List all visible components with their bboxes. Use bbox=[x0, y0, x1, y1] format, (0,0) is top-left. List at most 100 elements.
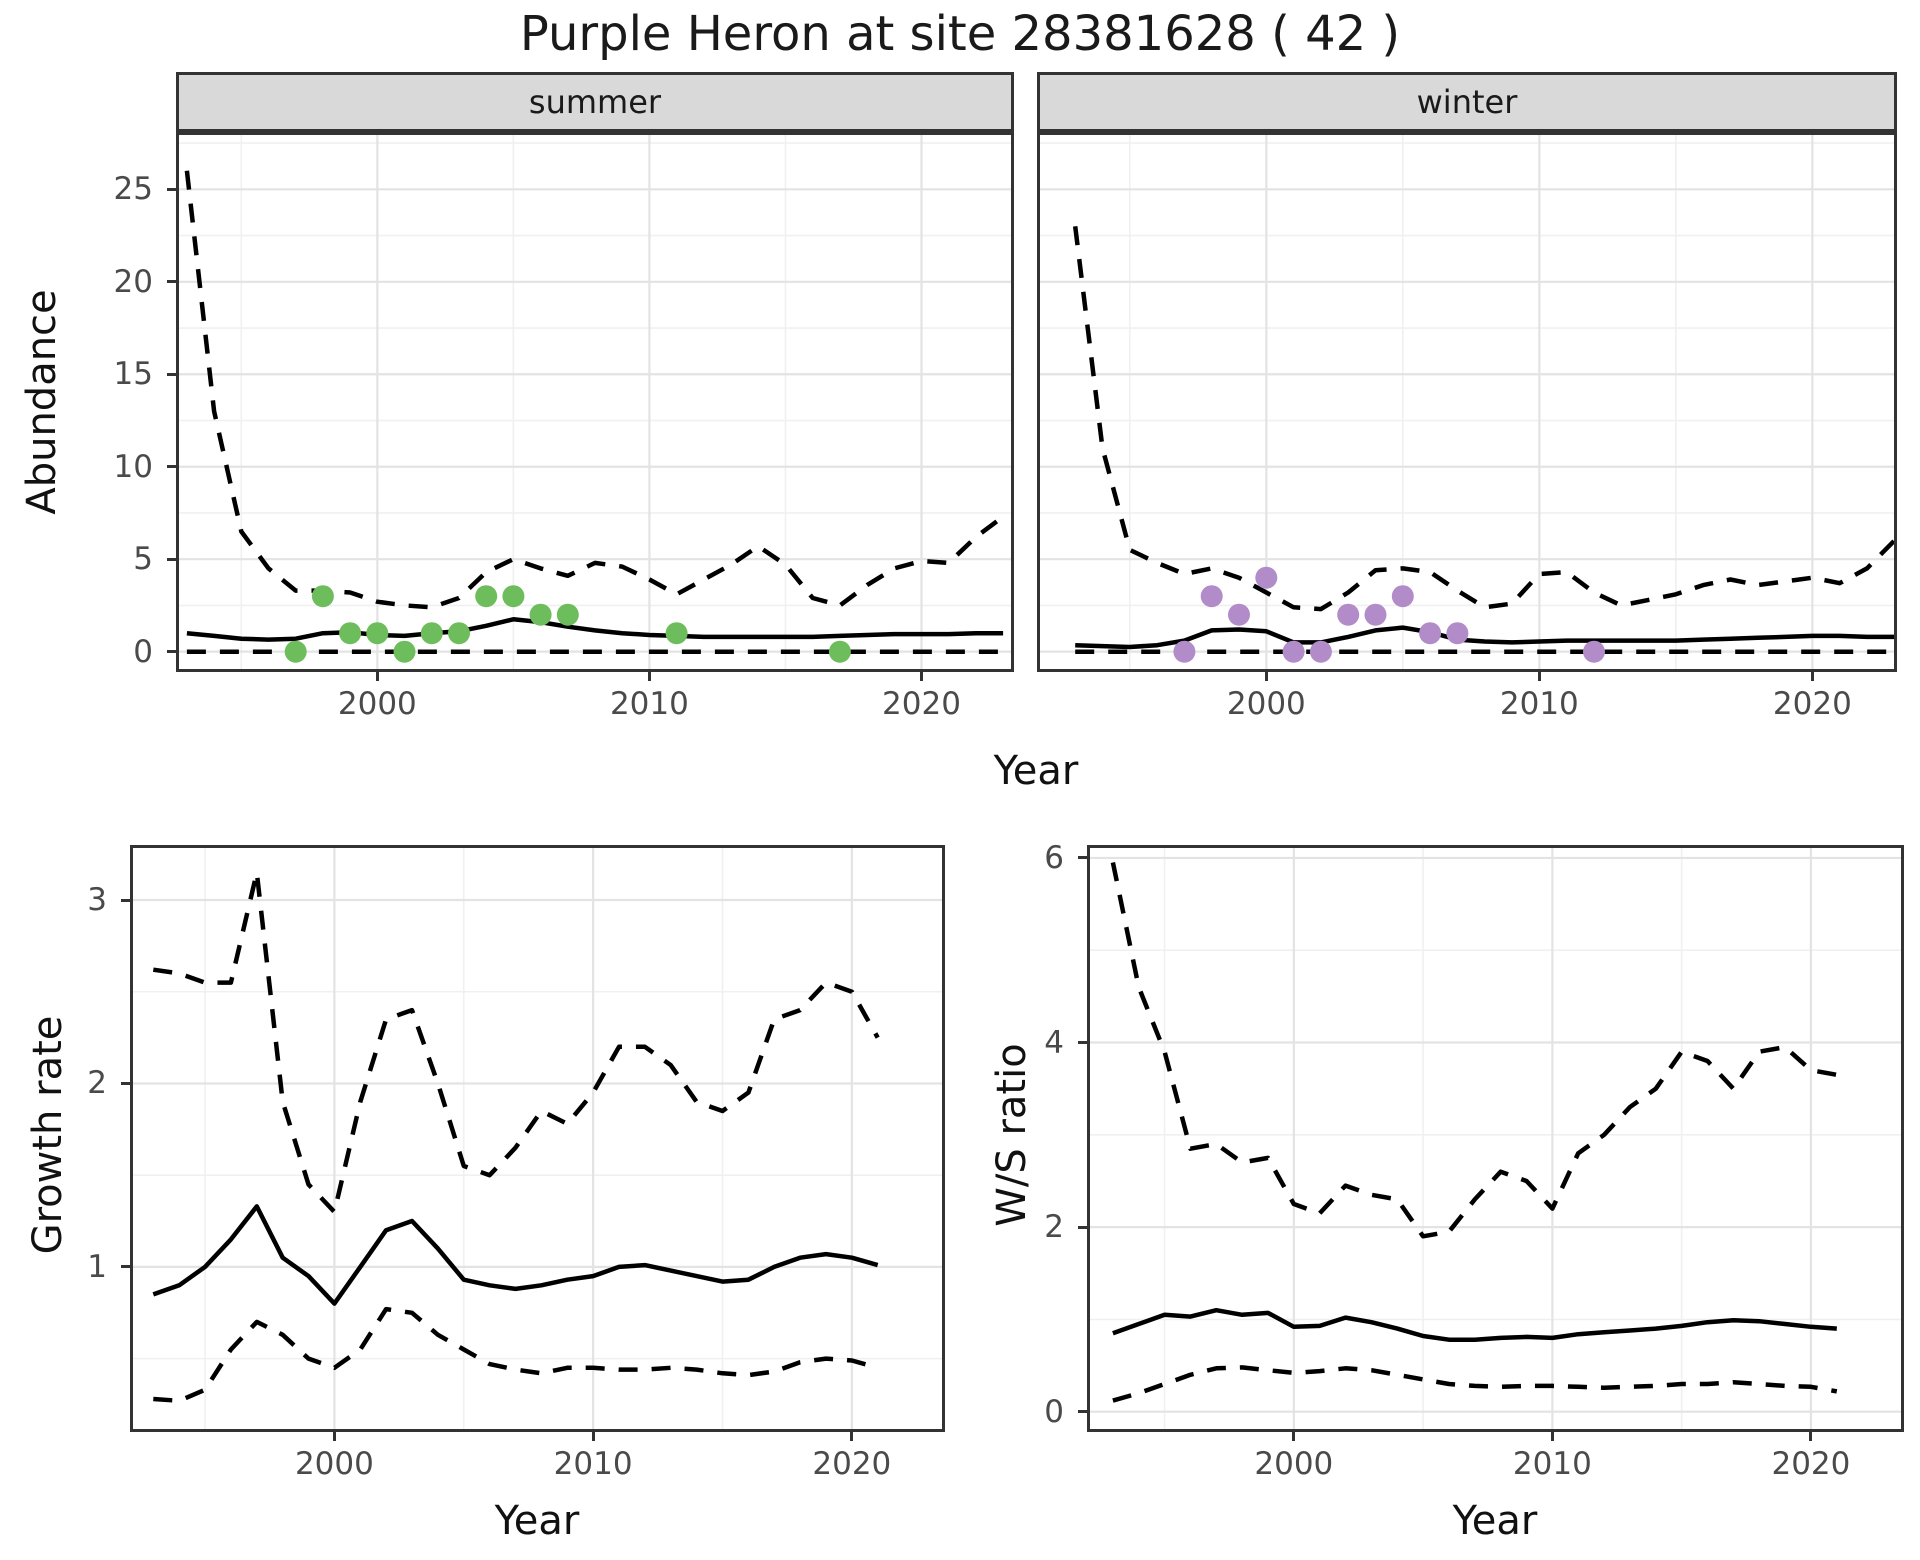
growth_rate-plot-area bbox=[130, 845, 945, 1432]
y-tick-label: 0 bbox=[1044, 1393, 1064, 1430]
growth_rate-median-line bbox=[152, 1204, 879, 1306]
chart-title: Purple Heron at site 28381628 ( 42 ) bbox=[519, 6, 1401, 62]
y-tick-mark bbox=[1078, 1041, 1087, 1044]
observed-counts-summer-point bbox=[529, 603, 552, 626]
y-tick-label: 1 bbox=[87, 1248, 107, 1285]
y-tick-label: 3 bbox=[87, 882, 107, 919]
x-tick-label: 2010 bbox=[1512, 1446, 1592, 1482]
observed-counts-winter-point bbox=[1364, 603, 1387, 626]
facet-strip-summer-label: summer bbox=[528, 83, 662, 121]
panel-abundance-summer bbox=[176, 132, 1014, 672]
panel-border bbox=[1087, 845, 1904, 1432]
observed-counts-summer-point bbox=[556, 603, 579, 626]
x-tick-label: 2000 bbox=[1254, 1446, 1334, 1482]
y-axis-title-growth-rate: Growth rate bbox=[25, 1015, 71, 1255]
x-tick-label: 2010 bbox=[553, 1446, 633, 1482]
y-tick-mark bbox=[167, 650, 176, 654]
observed-counts-summer-point bbox=[828, 640, 851, 663]
y-tick-label: 2 bbox=[87, 1065, 107, 1102]
abundance_summer-median-line bbox=[186, 617, 1004, 642]
observed-counts-winter-point bbox=[1255, 566, 1278, 589]
x-tick-label: 2000 bbox=[1226, 686, 1306, 722]
y-tick-mark bbox=[121, 1081, 130, 1085]
x-tick-label: 2020 bbox=[812, 1446, 892, 1482]
observed-counts-winter-point bbox=[1446, 622, 1469, 645]
ws_ratio-upper_95_ci-line bbox=[1110, 862, 1838, 1239]
x-tick-label: 2020 bbox=[1771, 1446, 1851, 1482]
observed-counts-winter-point bbox=[1419, 622, 1442, 645]
x-tick-mark bbox=[375, 672, 379, 681]
observed-counts-summer-point bbox=[393, 640, 416, 663]
x-tick-label: 2020 bbox=[882, 686, 961, 722]
x-tick-label: 2000 bbox=[337, 686, 417, 722]
observed-counts-summer-point bbox=[448, 622, 470, 645]
ws_ratio-plot-area bbox=[1087, 845, 1904, 1432]
y-tick-label: 0 bbox=[133, 633, 153, 670]
observed-counts-winter-point bbox=[1200, 585, 1223, 608]
panel-ws-ratio bbox=[1087, 845, 1904, 1432]
y-tick-label: 20 bbox=[113, 263, 153, 300]
y-tick-mark bbox=[167, 280, 176, 284]
y-tick-label: 4 bbox=[1044, 1024, 1064, 1061]
panel-abundance-winter bbox=[1037, 132, 1897, 672]
x-tick-mark bbox=[850, 1432, 854, 1441]
ws_ratio-median-line bbox=[1112, 1307, 1837, 1342]
x-tick-label: 2010 bbox=[1499, 686, 1579, 722]
x-tick-mark bbox=[919, 672, 923, 681]
x-axis-title-abundance: Year bbox=[993, 748, 1079, 794]
x-tick-mark bbox=[1292, 1432, 1296, 1441]
observed-counts-summer-point bbox=[420, 622, 443, 645]
abundance_summer-plot-area bbox=[176, 132, 1014, 672]
panel-border bbox=[1037, 132, 1897, 672]
abundance_winter-median-line bbox=[1075, 625, 1895, 650]
x-tick-mark bbox=[1810, 672, 1814, 681]
x-tick-label: 2020 bbox=[1772, 686, 1852, 722]
observed-counts-winter-point bbox=[1337, 603, 1360, 626]
x-tick-mark bbox=[1550, 1432, 1554, 1441]
x-axis-title-growth-rate: Year bbox=[494, 1498, 580, 1544]
observed-counts-summer-point bbox=[475, 585, 498, 608]
y-tick-mark bbox=[167, 187, 176, 191]
observed-counts-winter-point bbox=[1282, 640, 1305, 663]
y-tick-label: 15 bbox=[113, 356, 153, 393]
observed-counts-summer-point bbox=[284, 640, 307, 663]
observed-counts-summer-point bbox=[311, 585, 334, 608]
y-tick-label: 5 bbox=[133, 541, 153, 578]
abundance_winter-plot-area bbox=[1037, 132, 1897, 672]
observed-counts-winter-point bbox=[1309, 640, 1332, 663]
observed-counts-winter-point bbox=[1228, 603, 1250, 626]
growth_rate-lower_95_ci-line bbox=[153, 1306, 879, 1404]
y-tick-mark bbox=[167, 557, 176, 561]
observed-counts-summer-point bbox=[502, 585, 525, 608]
y-tick-label: 2 bbox=[1044, 1209, 1064, 1246]
growth_rate-series-group bbox=[152, 870, 880, 1404]
y-tick-mark bbox=[121, 1265, 130, 1269]
facet-strip-winter-label: winter bbox=[1416, 83, 1518, 121]
panel-border bbox=[130, 845, 945, 1432]
y-tick-label: 25 bbox=[113, 171, 153, 208]
x-tick-label: 2010 bbox=[609, 686, 689, 722]
y-tick-mark bbox=[1078, 1410, 1087, 1414]
y-tick-mark bbox=[167, 465, 176, 469]
y-tick-mark bbox=[167, 372, 176, 376]
x-tick-mark bbox=[591, 1432, 595, 1441]
y-tick-mark bbox=[1078, 856, 1087, 860]
y-tick-mark bbox=[121, 898, 130, 902]
y-tick-mark bbox=[1078, 1225, 1087, 1229]
panel-border bbox=[176, 132, 1014, 672]
x-tick-mark bbox=[1809, 1432, 1813, 1441]
x-tick-mark bbox=[1537, 672, 1541, 681]
observed-counts-winter-point bbox=[1583, 640, 1605, 663]
observed-counts-winter-point bbox=[1173, 640, 1196, 663]
ws_ratio-series-group bbox=[1110, 862, 1838, 1403]
observed-counts-winter-point bbox=[1391, 585, 1414, 608]
abundance_winter-series-group bbox=[1072, 226, 1896, 663]
x-tick-mark bbox=[647, 672, 651, 681]
observed-counts-summer-point bbox=[339, 622, 362, 645]
abundance_summer-series-group bbox=[184, 170, 1005, 663]
x-tick-label: 2000 bbox=[294, 1446, 374, 1482]
growth_rate-upper_95_ci-line bbox=[152, 870, 880, 1215]
ws_ratio-lower_95_ci-line bbox=[1112, 1365, 1838, 1403]
y-axis-title-ws-ratio: W/S ratio bbox=[989, 1043, 1035, 1227]
